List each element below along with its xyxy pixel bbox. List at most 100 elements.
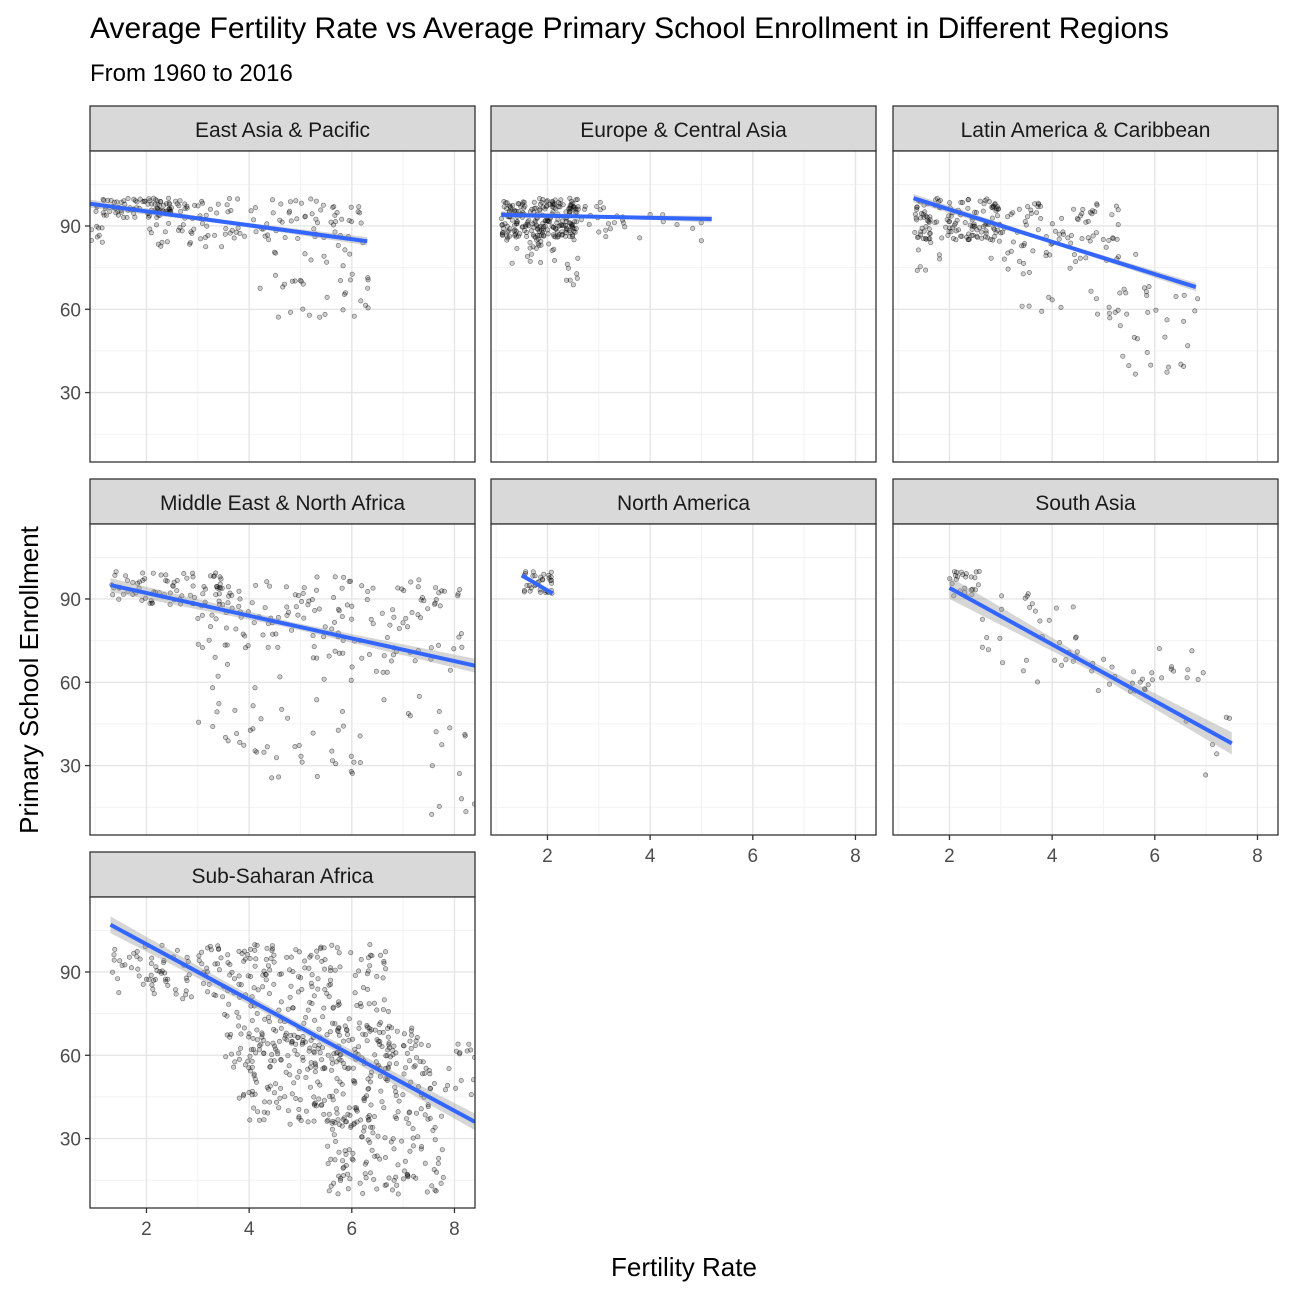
data-point <box>238 982 244 988</box>
data-point <box>331 594 337 600</box>
data-point <box>1057 640 1063 646</box>
data-point <box>300 1057 306 1063</box>
data-point <box>447 667 453 673</box>
data-point <box>196 719 202 725</box>
data-point <box>393 1093 399 1099</box>
data-point <box>574 271 580 277</box>
data-point <box>436 1155 442 1161</box>
data-point <box>371 1114 377 1120</box>
data-point <box>233 229 239 235</box>
data-point <box>111 957 117 963</box>
data-point <box>551 246 557 252</box>
data-point <box>167 590 173 596</box>
data-point <box>318 1102 324 1108</box>
data-point <box>321 966 327 972</box>
data-point <box>567 277 573 283</box>
data-point <box>574 275 580 281</box>
data-point <box>206 981 212 987</box>
data-point <box>1077 255 1083 261</box>
data-point <box>1107 315 1113 321</box>
data-point <box>273 1081 279 1087</box>
data-point <box>1021 260 1027 266</box>
data-point <box>453 1085 459 1091</box>
data-point <box>300 590 306 596</box>
data-point <box>336 1122 342 1128</box>
data-point <box>390 1136 396 1142</box>
data-point <box>530 573 536 579</box>
data-point <box>278 1085 284 1091</box>
data-point <box>346 1147 352 1153</box>
data-point <box>1203 772 1209 778</box>
data-point <box>280 284 286 290</box>
data-point <box>370 621 376 627</box>
data-point <box>123 573 129 579</box>
data-point <box>154 968 160 974</box>
data-point <box>219 244 225 250</box>
data-point <box>367 1079 373 1085</box>
data-point <box>508 205 514 211</box>
data-point <box>165 982 171 988</box>
data-point <box>162 970 168 976</box>
data-point <box>1185 343 1191 349</box>
data-point <box>207 206 213 212</box>
data-point <box>527 240 533 246</box>
data-point <box>424 1189 430 1195</box>
data-point <box>392 1084 398 1090</box>
data-point <box>1074 649 1080 655</box>
data-point <box>247 1068 253 1074</box>
data-point <box>201 584 207 590</box>
data-point <box>915 247 921 253</box>
regression-line <box>912 196 1197 289</box>
x-tick-label: 8 <box>850 846 861 867</box>
data-point <box>1056 236 1062 242</box>
data-point <box>284 1037 290 1043</box>
data-point <box>352 972 358 978</box>
data-point <box>330 1118 336 1124</box>
data-point <box>299 986 305 992</box>
x-tick-label: 6 <box>748 846 759 867</box>
data-point <box>339 585 345 591</box>
data-point <box>950 236 956 242</box>
data-point <box>1100 237 1106 243</box>
data-point <box>324 294 330 300</box>
data-point <box>131 196 137 202</box>
data-point <box>568 204 574 210</box>
data-point <box>256 1047 262 1053</box>
data-point <box>265 644 271 650</box>
data-point <box>1132 371 1138 377</box>
data-point <box>228 1032 234 1038</box>
data-point <box>438 1180 444 1186</box>
data-point <box>432 1124 438 1130</box>
data-point <box>361 1128 367 1134</box>
data-point <box>347 1176 353 1182</box>
data-point <box>439 1147 445 1153</box>
data-point <box>324 259 330 265</box>
data-point <box>339 216 345 222</box>
data-point <box>270 631 276 637</box>
data-point <box>192 595 198 601</box>
data-point <box>281 281 287 287</box>
data-point <box>1069 233 1075 239</box>
data-point <box>115 976 121 982</box>
data-point <box>349 616 355 622</box>
data-point <box>418 1041 424 1047</box>
data-point <box>327 981 333 987</box>
data-point <box>341 574 347 580</box>
data-point <box>1046 294 1052 300</box>
x-tick-label: 4 <box>244 1219 255 1240</box>
data-point <box>322 311 328 317</box>
data-point <box>282 235 288 241</box>
data-point <box>337 1079 343 1085</box>
facet-strip-label: South Asia <box>1035 492 1136 515</box>
data-point <box>154 222 160 228</box>
data-point <box>90 237 94 243</box>
data-point <box>949 581 955 587</box>
data-point <box>321 253 327 259</box>
data-point <box>536 228 542 234</box>
data-point <box>204 223 210 229</box>
data-point <box>365 968 371 974</box>
data-point <box>96 232 102 238</box>
data-point <box>407 1038 413 1044</box>
data-point <box>214 709 220 715</box>
data-point <box>1021 243 1027 249</box>
